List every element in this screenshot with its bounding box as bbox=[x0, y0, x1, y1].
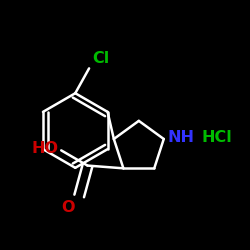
Text: O: O bbox=[62, 200, 75, 215]
Text: NH: NH bbox=[168, 130, 195, 145]
Text: HCl: HCl bbox=[201, 130, 232, 145]
Text: Cl: Cl bbox=[92, 50, 109, 66]
Text: HO: HO bbox=[32, 142, 58, 156]
